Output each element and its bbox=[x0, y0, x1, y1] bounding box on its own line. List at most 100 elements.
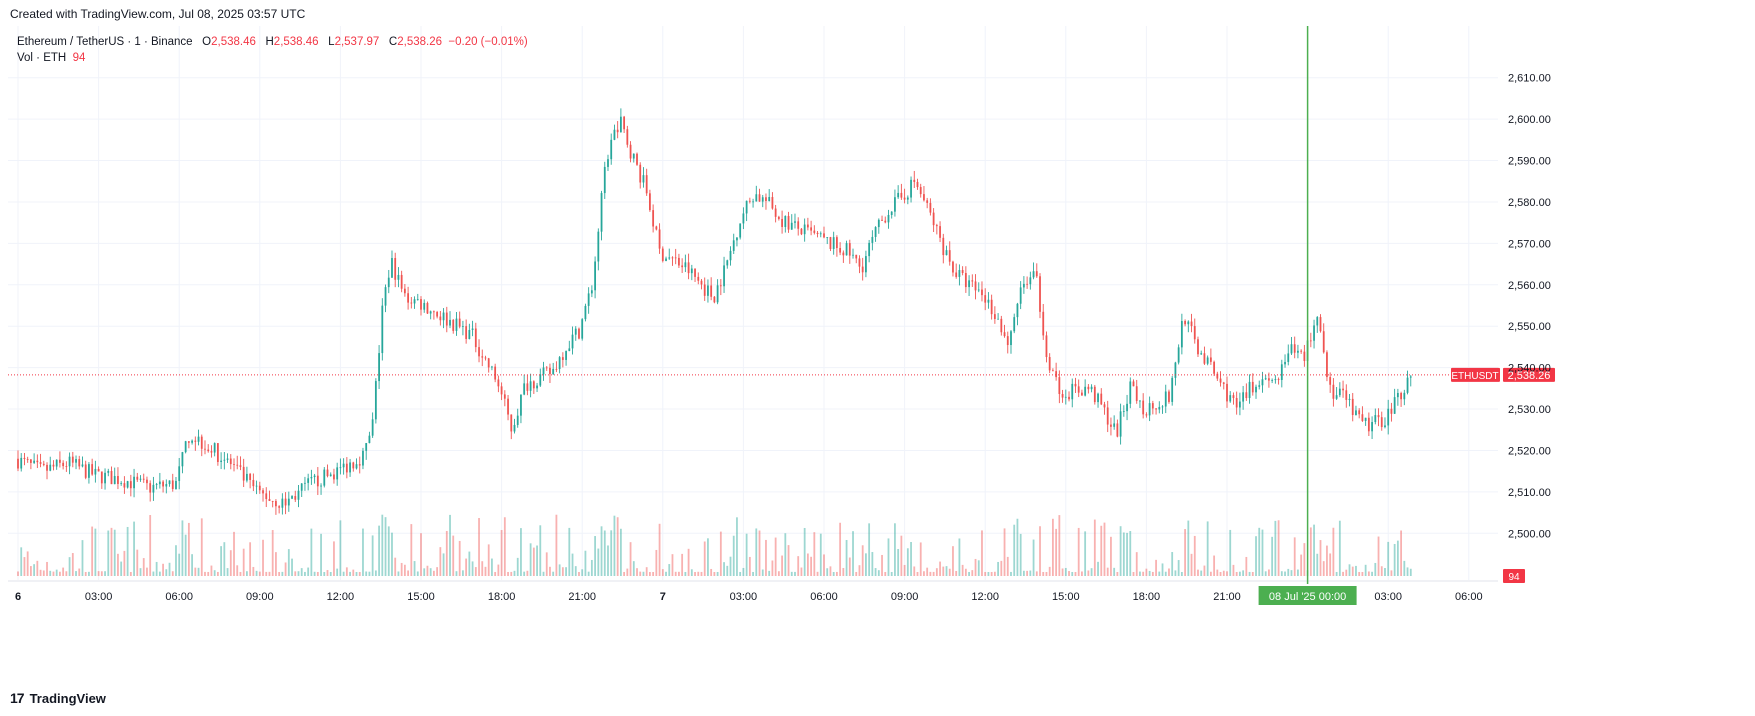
candle-body bbox=[710, 285, 713, 297]
tradingview-logo[interactable]: 17 TradingView bbox=[10, 690, 106, 706]
candle-body bbox=[1100, 393, 1103, 405]
candle-body bbox=[471, 328, 474, 330]
candle-body bbox=[223, 459, 226, 461]
volume-bar bbox=[1390, 570, 1393, 576]
candle-body bbox=[239, 465, 242, 467]
candle-body bbox=[932, 212, 935, 226]
time-tick-label: 09:00 bbox=[891, 591, 919, 603]
volume-bar bbox=[707, 538, 709, 576]
volume-bar bbox=[1093, 519, 1096, 576]
volume-label[interactable]: Vol · ETH bbox=[17, 52, 67, 64]
candle-body bbox=[787, 215, 790, 230]
volume-bar bbox=[826, 568, 829, 576]
candle-body bbox=[1164, 391, 1167, 407]
candle-body bbox=[855, 254, 858, 259]
volume-bar bbox=[1068, 571, 1070, 576]
candle-body bbox=[1277, 379, 1280, 380]
candle-body bbox=[1016, 303, 1019, 318]
volume-bar bbox=[784, 533, 787, 576]
candle-body bbox=[645, 175, 648, 194]
volume-bar bbox=[1013, 524, 1016, 576]
volume-bar bbox=[642, 571, 645, 576]
candle-body bbox=[1380, 417, 1383, 428]
candle-body bbox=[816, 232, 819, 234]
symbol-title[interactable]: Ethereum / TetherUS · 1 · Binance bbox=[17, 36, 193, 48]
candle-body bbox=[552, 368, 555, 375]
price-tick-label: 2,570.00 bbox=[1508, 238, 1551, 250]
volume-bar bbox=[771, 560, 774, 576]
candle-body bbox=[1122, 411, 1125, 412]
volume-bar bbox=[945, 566, 948, 576]
volume-bar bbox=[297, 571, 300, 576]
volume-bar bbox=[713, 571, 716, 576]
volume-bar bbox=[355, 571, 358, 576]
candle-body bbox=[316, 475, 319, 487]
candle-body bbox=[674, 257, 677, 259]
candle-body bbox=[281, 498, 284, 508]
candle-body bbox=[100, 471, 103, 484]
time-tick-label: 7 bbox=[660, 591, 666, 603]
candle-body bbox=[768, 197, 771, 202]
time-tick-label: 06:00 bbox=[1455, 591, 1483, 603]
candle-body bbox=[1032, 271, 1035, 278]
candle-body bbox=[642, 175, 645, 183]
candle-body bbox=[491, 366, 493, 368]
candle-body bbox=[304, 482, 306, 484]
candle-body bbox=[326, 469, 329, 477]
volume-bar bbox=[365, 571, 368, 576]
price-chart[interactable]: ETHUSDT 2,538.26 94 08 Jul '25 00:00 2,610.… bbox=[0, 26, 1755, 681]
volume-bar bbox=[1364, 564, 1367, 576]
volume-bar bbox=[1303, 543, 1306, 576]
candle-body bbox=[1280, 364, 1283, 380]
candle-body bbox=[17, 458, 19, 469]
volume-bar bbox=[1161, 563, 1164, 576]
volume-bar bbox=[903, 564, 906, 576]
volume-bar bbox=[1268, 569, 1270, 576]
candle-body bbox=[423, 302, 426, 310]
candle-body bbox=[1390, 408, 1393, 414]
candle-body bbox=[1097, 393, 1099, 403]
candle-body bbox=[1042, 311, 1045, 336]
candle-body bbox=[55, 459, 58, 467]
candle-body bbox=[1045, 335, 1048, 358]
volume-bar bbox=[1245, 556, 1248, 576]
volume-bar bbox=[262, 539, 264, 576]
volume-bar bbox=[926, 567, 929, 576]
candle-body bbox=[1213, 361, 1216, 374]
candle-body bbox=[529, 381, 532, 391]
price-tick-label: 2,560.00 bbox=[1508, 280, 1551, 292]
candle-body bbox=[1061, 394, 1064, 398]
volume-badge-text: 94 bbox=[1508, 572, 1520, 583]
volume-bar bbox=[197, 567, 200, 576]
candle-body bbox=[94, 468, 97, 475]
volume-bar bbox=[777, 571, 780, 576]
candle-body bbox=[420, 299, 422, 310]
candle-body bbox=[964, 272, 967, 288]
candle-body bbox=[149, 483, 152, 493]
candle-body bbox=[881, 219, 883, 221]
volume-bar bbox=[765, 539, 767, 576]
volume-bar bbox=[71, 553, 74, 576]
candle-body bbox=[84, 464, 87, 478]
candle-body bbox=[465, 326, 468, 339]
candle-body bbox=[526, 383, 529, 391]
volume-bar bbox=[46, 561, 48, 576]
candle-body bbox=[65, 466, 68, 467]
candle-body bbox=[1193, 326, 1196, 340]
volume-bar bbox=[958, 538, 961, 576]
candle-body bbox=[671, 257, 674, 259]
volume-bar bbox=[1055, 528, 1058, 576]
volume-bar bbox=[532, 547, 535, 576]
volume-bar bbox=[823, 554, 825, 576]
candle-body bbox=[545, 367, 548, 369]
candle-body bbox=[481, 356, 484, 358]
volume-bar bbox=[1151, 571, 1154, 576]
volume-bar bbox=[607, 545, 609, 576]
volume-bar bbox=[223, 542, 226, 576]
volume-bar bbox=[719, 531, 722, 576]
volume-bar bbox=[619, 528, 622, 576]
volume-bar bbox=[374, 570, 377, 576]
candle-body bbox=[658, 229, 661, 249]
volume-bar bbox=[829, 566, 832, 576]
volume-bar bbox=[242, 548, 245, 576]
